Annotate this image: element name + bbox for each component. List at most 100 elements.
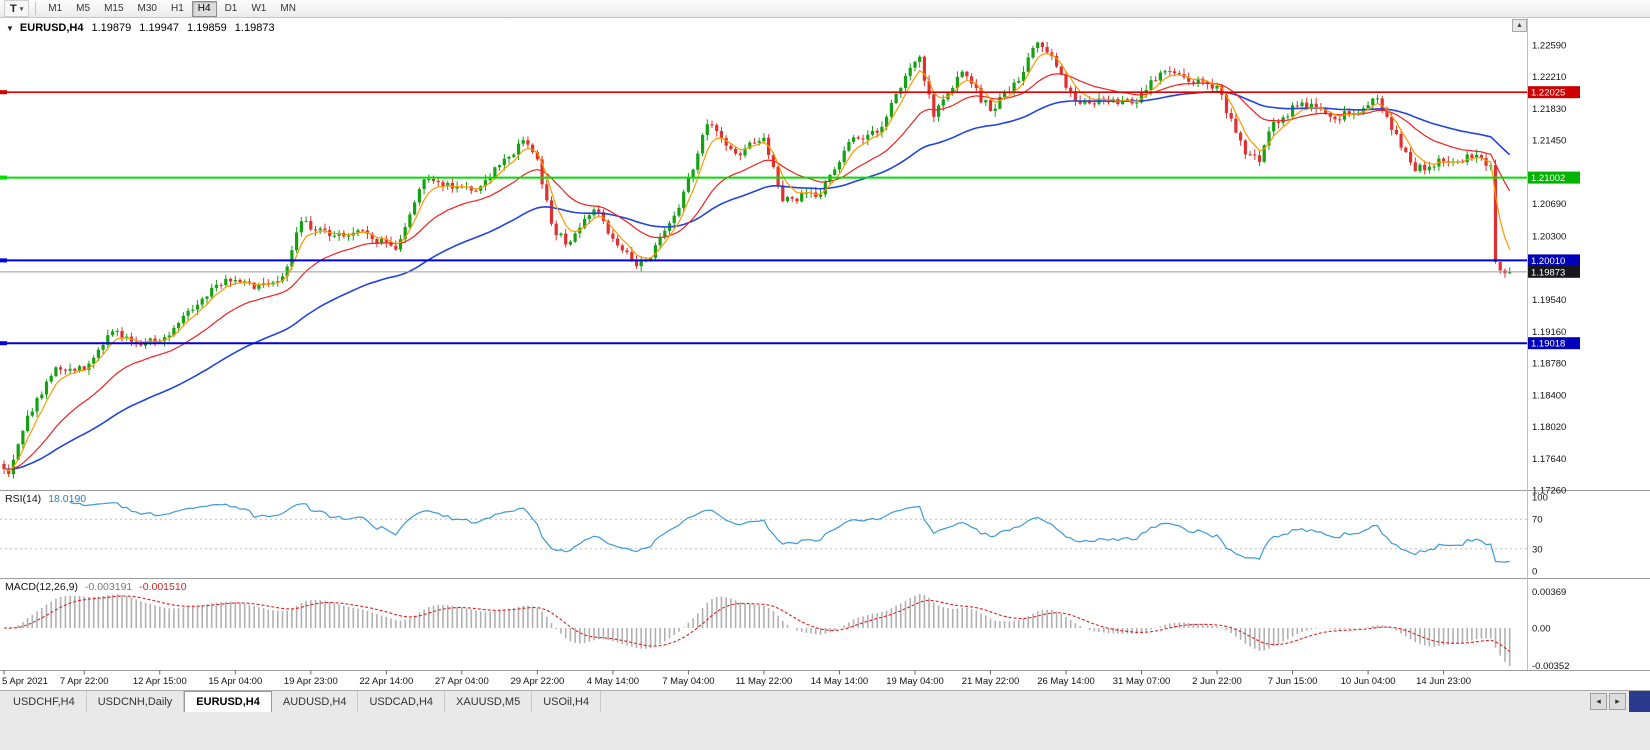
ma-fast-line	[3, 53, 1511, 472]
time-axis-label: 15 Apr 04:00	[208, 676, 262, 687]
rsi-name: RSI(14)	[5, 493, 42, 505]
price-tag-bg	[1528, 337, 1580, 350]
tab-scroll-arrows: ◂ ▸	[1590, 693, 1626, 710]
tabbar-corner-block	[1629, 691, 1650, 712]
price-axis-label: 1.21830	[1532, 104, 1566, 115]
ohlc-low: 1.19859	[187, 22, 227, 34]
ma-mid-line	[3, 73, 1511, 471]
price-axis-label: 1.20690	[1532, 199, 1566, 210]
timeframe-button-m30[interactable]: M30	[137, 2, 157, 14]
price-tag-bg	[1528, 265, 1580, 278]
toolbar-separator	[35, 2, 37, 15]
tab-scroll-right-button[interactable]: ▸	[1609, 693, 1626, 710]
macd-axis-label: 0.00	[1532, 624, 1551, 635]
chart-tab-usdchf-h4[interactable]: USDCHF,H4	[2, 691, 87, 712]
macd-axis-label: 0.00369	[1532, 587, 1566, 598]
chart-tab-eurusd-h4[interactable]: EURUSD,H4	[184, 691, 272, 712]
time-axis-label: 7 May 04:00	[662, 676, 714, 687]
chart-tab-bar: USDCHF,H4 USDCNH,Daily EURUSD,H4 AUDUSD,H4 U…	[0, 690, 1650, 712]
tab-scroll-left-button[interactable]: ◂	[1590, 693, 1607, 710]
rsi-indicator-label: RSI(14) 18.0190	[5, 493, 86, 505]
price-axis-label: 1.22590	[1532, 41, 1566, 52]
time-axis-label: 4 May 14:00	[587, 676, 639, 687]
chart-ohlc-header: ▼ EURUSD,H4 1.19879 1.19947 1.19859 1.19…	[6, 22, 275, 34]
rsi-axis-label: 0	[1532, 567, 1537, 578]
rsi-line	[69, 501, 1510, 563]
text-tool-button[interactable]: T ▾	[4, 0, 30, 17]
time-axis-label: 5 Apr 2021	[2, 676, 48, 687]
expand-triangle-icon[interactable]: ▼	[6, 23, 14, 33]
time-axis-label: 31 May 07:00	[1113, 676, 1171, 687]
price-axis-label: 1.19160	[1532, 327, 1566, 338]
chart-tab-audusd-h4[interactable]: AUDUSD,H4	[272, 691, 359, 712]
price-tag-bg	[1528, 254, 1580, 267]
ohlc-open: 1.19879	[91, 22, 132, 34]
macd-name: MACD(12,26,9)	[5, 581, 78, 593]
ohlc-close: 1.19873	[234, 22, 275, 34]
axes: 1.22590 1.22210 1.21830 1.21450 1.20690 1.203…	[0, 18, 1650, 671]
time-axis-label: 14 Jun 23:00	[1416, 676, 1471, 687]
timeframe-button-h4[interactable]: H4	[191, 0, 217, 17]
price-axis-label: 1.20300	[1532, 232, 1566, 243]
time-axis-label: 12 Apr 15:00	[133, 676, 187, 687]
chart-scroll-up-button[interactable]: ▲	[1512, 19, 1527, 32]
time-axis-label: 7 Apr 22:00	[60, 676, 109, 687]
time-axis-label: 27 Apr 04:00	[435, 676, 489, 687]
chart-tabs: USDCHF,H4 USDCNH,Daily EURUSD,H4 AUDUSD,H4 U…	[2, 691, 602, 712]
price-tag-bg	[1528, 86, 1580, 99]
macd-indicator-label: MACD(12,26,9) -0.003191 -0.001510	[5, 581, 187, 593]
chart-tab-usdcnh-daily[interactable]: USDCNH,Daily	[87, 691, 185, 712]
price-axis-label: 1.19540	[1532, 295, 1566, 306]
status-strip	[0, 712, 1650, 750]
chart-tab-usdcad-h4[interactable]: USDCAD,H4	[358, 691, 446, 712]
timeframe-button-w1[interactable]: W1	[251, 2, 267, 14]
time-axis-label: 14 May 14:00	[811, 676, 869, 687]
rsi-axis-label: 100	[1532, 493, 1548, 504]
timeframe-button-m1[interactable]: M1	[48, 2, 63, 14]
price-tag-label: 1.21002	[1531, 173, 1565, 184]
chart-toolbar: T ▾ M1 M5 M15 M30 H1 H4 D1 W1 MN	[0, 0, 1650, 18]
timeframe-button-m5[interactable]: M5	[76, 2, 91, 14]
price-chart-canvas[interactable]: 1.22590 1.22210 1.21830 1.21450 1.20690 1.203…	[0, 18, 1650, 690]
time-axis-label: 21 May 22:00	[962, 676, 1020, 687]
time-axis: 5 Apr 2021 7 Apr 22:00 12 Apr 15:00 15 Apr …	[2, 670, 1471, 687]
price-level-lines	[0, 90, 1527, 346]
time-axis-label: 22 Apr 14:00	[359, 676, 413, 687]
rsi-pane: 100 70 30 0	[0, 493, 1548, 578]
timeframe-button-h1[interactable]: H1	[170, 2, 184, 14]
price-axis-label: 1.18400	[1532, 390, 1566, 401]
time-axis-label: 19 Apr 23:00	[284, 676, 338, 687]
price-axis-label: 1.18780	[1532, 359, 1566, 370]
price-axis-label: 1.18020	[1532, 422, 1566, 433]
rsi-value: 18.0190	[48, 493, 87, 505]
macd-main-value: -0.003191	[84, 581, 133, 593]
time-axis-label: 26 May 14:00	[1037, 676, 1095, 687]
timeframe-button-group: M1 M5 M15 M30 H1 H4 D1 W1 MN	[42, 0, 302, 17]
rsi-axis-label: 30	[1532, 544, 1543, 555]
chart-tab-usoil-h4[interactable]: USOil,H4	[532, 691, 602, 712]
timeframe-button-m15[interactable]: M15	[104, 2, 124, 14]
price-axis-label: 1.21450	[1532, 136, 1566, 147]
time-axis-label: 19 May 04:00	[886, 676, 944, 687]
rsi-axis-label: 70	[1532, 515, 1543, 526]
time-axis-label: 7 Jun 15:00	[1268, 676, 1318, 687]
timeframe-button-d1[interactable]: D1	[224, 2, 238, 14]
price-tag-label: 1.22025	[1531, 88, 1565, 99]
chart-tab-xauusd-m5[interactable]: XAUUSD,M5	[445, 691, 533, 712]
macd-signal-value: -0.001510	[139, 581, 187, 593]
price-tag-label: 1.20010	[1531, 256, 1565, 267]
chart-symbol-period: EURUSD,H4	[19, 22, 84, 34]
macd-signal-line	[3, 595, 1511, 652]
time-axis-label: 10 Jun 04:00	[1341, 676, 1396, 687]
price-axis-label: 1.17260	[1532, 486, 1566, 497]
chart-region: 1.22590 1.22210 1.21830 1.21450 1.20690 1.203…	[0, 18, 1650, 690]
time-axis-label: 2 Jun 22:00	[1192, 676, 1242, 687]
price-axis-label: 1.22210	[1532, 72, 1566, 83]
timeframe-button-mn[interactable]: MN	[280, 2, 296, 14]
price-tag-label: 1.19873	[1531, 267, 1565, 278]
time-axis-label: 29 Apr 22:00	[510, 676, 564, 687]
text-tool-label: T	[10, 2, 17, 15]
dropdown-caret-icon[interactable]: ▾	[19, 5, 24, 13]
price-axis-label: 1.17640	[1532, 454, 1566, 465]
